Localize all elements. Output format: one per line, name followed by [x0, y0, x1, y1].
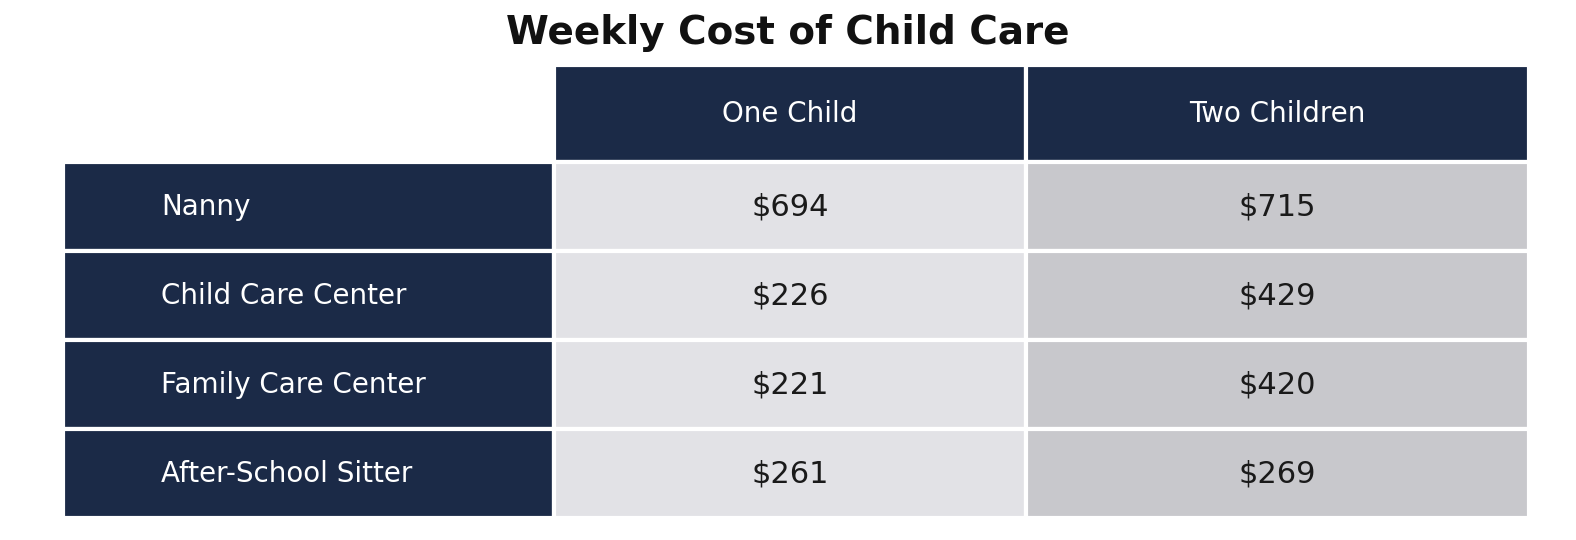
Text: $261: $261	[752, 460, 829, 488]
Text: Child Care Center: Child Care Center	[161, 282, 407, 310]
Text: $694: $694	[752, 192, 829, 221]
Text: $429: $429	[1239, 281, 1316, 310]
Text: Weekly Cost of Child Care: Weekly Cost of Child Care	[506, 14, 1070, 51]
Text: $221: $221	[752, 370, 829, 400]
Text: After-School Sitter: After-School Sitter	[161, 460, 413, 488]
Text: $226: $226	[752, 281, 829, 310]
Text: Two Children: Two Children	[1190, 99, 1365, 127]
Text: One Child: One Child	[722, 99, 857, 127]
Text: Family Care Center: Family Care Center	[161, 371, 426, 399]
Text: $269: $269	[1239, 460, 1316, 488]
Text: $715: $715	[1239, 192, 1316, 221]
Text: $420: $420	[1239, 370, 1316, 400]
Text: Nanny: Nanny	[161, 193, 251, 221]
